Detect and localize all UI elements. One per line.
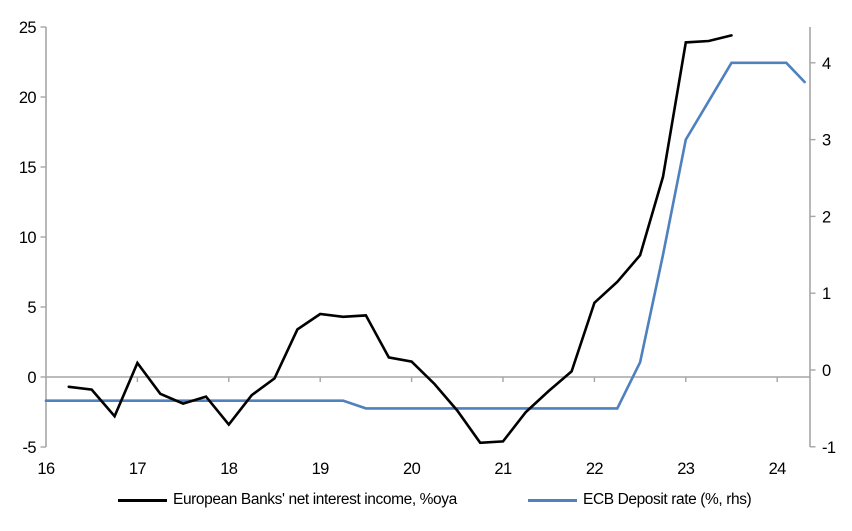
x-axis-tick-label: 23 <box>677 460 695 478</box>
right-axis-tick-label: 3 <box>822 132 831 150</box>
right-axis-tick-label: 2 <box>822 208 831 226</box>
x-axis-tick-label: 20 <box>403 460 421 478</box>
left-axis-tick-label: -5 <box>23 439 37 457</box>
right-axis-tick-label: -1 <box>822 439 836 457</box>
x-axis-tick-label: 17 <box>129 460 147 478</box>
series-line-ecb-deposit-rate <box>44 61 806 410</box>
blue-line-sample-icon <box>528 498 577 502</box>
left-axis-tick-label: 15 <box>19 159 37 177</box>
legend-item-net-interest-income: European Banks' net interest income, %oy… <box>118 489 457 511</box>
right-y-axis: 4 3 2 1 0 -1 <box>809 27 836 457</box>
x-axis-tick-label: 21 <box>494 460 512 478</box>
right-axis-tick-label: 4 <box>822 55 831 73</box>
legend-label-net-interest-income: European Banks' net interest income, %oy… <box>173 491 457 508</box>
black-line-sample-icon <box>118 498 167 502</box>
legend-item-ecb-deposit-rate: ECB Deposit rate (%, rhs) <box>528 489 752 511</box>
right-axis-tick-label: 1 <box>822 285 831 303</box>
x-axis-tick-label: 22 <box>586 460 604 478</box>
left-axis-tick-label: 5 <box>27 299 36 317</box>
x-axis-labels: 16 17 18 19 20 21 22 23 24 <box>37 460 786 478</box>
series-line-net-interest-income <box>67 34 733 445</box>
left-y-axis: 25 20 15 10 5 0 -5 <box>19 19 47 457</box>
x-axis-tick-label: 16 <box>37 460 55 478</box>
chart-legend: European Banks' net interest income, %oy… <box>0 489 852 513</box>
legend-label-ecb-deposit-rate: ECB Deposit rate (%, rhs) <box>583 491 752 508</box>
left-axis-tick-label: 20 <box>19 89 37 107</box>
right-axis-tick-label: 0 <box>822 362 831 380</box>
left-axis-tick-label: 25 <box>19 19 37 37</box>
x-axis-tick-label: 18 <box>220 460 238 478</box>
x-axis-tick-label: 24 <box>769 460 787 478</box>
left-axis-tick-label: 0 <box>27 369 36 387</box>
left-axis-tick-label: 10 <box>19 229 37 247</box>
x-axis-tick-label: 19 <box>312 460 330 478</box>
